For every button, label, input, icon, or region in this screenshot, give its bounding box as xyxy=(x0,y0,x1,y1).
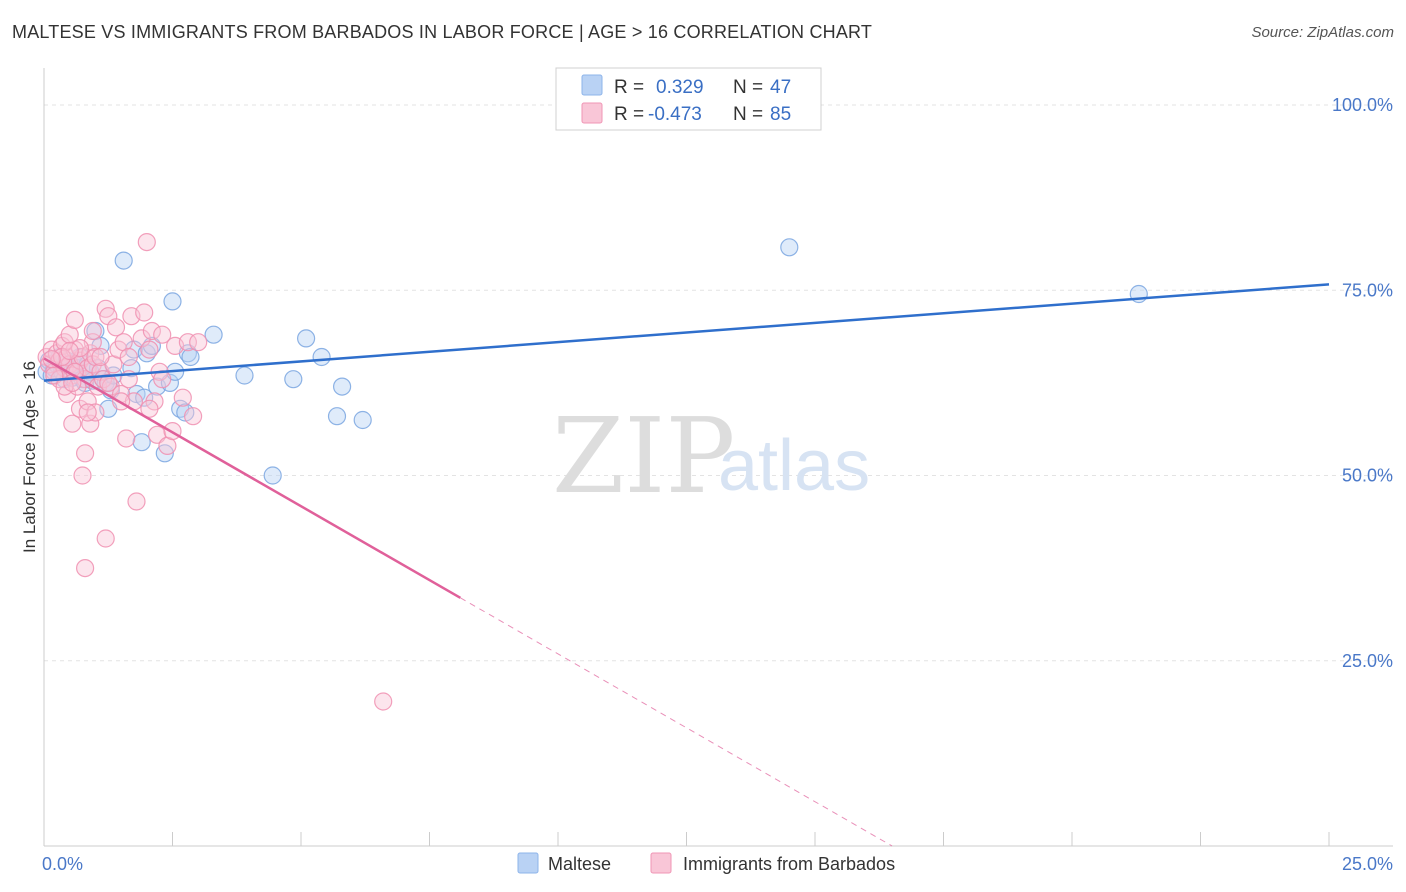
point-barbados xyxy=(60,341,79,361)
x-tick-label: 0.0% xyxy=(42,854,83,874)
legend-r-label-barbados: R = xyxy=(614,104,644,125)
point-barbados xyxy=(178,333,197,352)
legend-n-value-barbados: 85 xyxy=(770,104,791,125)
point-barbados xyxy=(119,347,138,367)
legend-r-label-maltese: R = xyxy=(614,77,644,98)
series-legend-label-barbados: Immigrants from Barbados xyxy=(683,854,895,874)
point-barbados xyxy=(65,310,84,329)
y-tick-label: 75.0% xyxy=(1342,280,1393,300)
x-tick-labels: 0.0% 25.0% xyxy=(42,854,1393,874)
legend-n-label-barbados: N = xyxy=(733,104,763,125)
point-maltese xyxy=(297,329,316,348)
legend-swatch-barbados xyxy=(581,102,603,124)
point-barbados xyxy=(81,414,100,433)
point-maltese xyxy=(284,370,303,389)
watermark-atlas: atlas xyxy=(718,426,870,506)
trend-line-maltese xyxy=(43,283,1330,382)
point-maltese xyxy=(122,359,141,378)
point-maltese xyxy=(155,444,174,463)
point-barbados xyxy=(96,529,115,548)
point-barbados xyxy=(86,403,105,422)
series-legend-swatch-maltese xyxy=(517,852,539,874)
trend-line-barbados xyxy=(43,357,461,599)
point-maltese xyxy=(780,238,799,257)
point-barbados xyxy=(148,425,167,444)
legend-r-value-maltese: 0.329 xyxy=(656,77,704,98)
point-barbados xyxy=(91,347,110,367)
point-barbados xyxy=(140,340,159,359)
point-maltese xyxy=(235,366,254,385)
chart-source: Source: ZipAtlas.com xyxy=(1251,24,1394,41)
point-maltese xyxy=(114,251,133,270)
watermark: ZIP atlas xyxy=(552,395,870,517)
y-tick-label: 25.0% xyxy=(1342,651,1393,671)
point-maltese xyxy=(135,388,154,407)
point-maltese xyxy=(204,325,223,344)
point-barbados xyxy=(96,299,115,318)
watermark-zip: ZIP xyxy=(552,395,735,517)
point-barbados xyxy=(83,355,102,374)
y-tick-label: 100.0% xyxy=(1332,95,1393,115)
x-axis-ticks xyxy=(172,832,1330,846)
point-barbados xyxy=(99,373,118,392)
legend-swatch-maltese xyxy=(581,74,603,96)
legend-n-value-maltese: 47 xyxy=(770,77,791,98)
point-maltese xyxy=(333,377,352,396)
point-maltese xyxy=(263,466,282,485)
point-barbados xyxy=(78,403,97,422)
series-legend-swatch-barbados xyxy=(650,852,672,874)
point-maltese xyxy=(163,292,182,311)
point-barbados xyxy=(127,492,146,511)
point-maltese xyxy=(312,347,331,367)
point-barbados xyxy=(106,318,126,337)
point-barbados xyxy=(374,692,393,711)
point-barbados xyxy=(189,333,208,352)
axes xyxy=(43,68,1393,847)
point-maltese xyxy=(132,433,151,452)
y-tick-label: 50.0% xyxy=(1342,466,1393,486)
point-barbados xyxy=(83,321,102,341)
series-legend: Maltese Immigrants from Barbados xyxy=(517,852,895,874)
legend-r-value-barbados: -0.473 xyxy=(648,104,702,125)
trend-line-barbados-dashed xyxy=(460,597,893,847)
point-barbados xyxy=(142,321,161,341)
series-legend-label-maltese: Maltese xyxy=(548,854,611,874)
y-axis-label: In Labor Force | Age > 16 xyxy=(20,361,39,553)
point-barbados xyxy=(57,384,77,404)
data-points xyxy=(37,233,1148,711)
point-barbados xyxy=(75,558,95,578)
point-barbados xyxy=(63,414,82,433)
point-maltese xyxy=(353,410,372,430)
point-barbados xyxy=(70,339,90,358)
y-tick-labels: 100.0% 75.0% 50.0% 25.0% xyxy=(1332,95,1393,671)
point-barbados xyxy=(184,407,203,426)
point-barbados xyxy=(153,325,172,344)
point-barbados xyxy=(140,399,159,418)
legend-n-label-maltese: N = xyxy=(733,77,763,98)
point-barbados xyxy=(73,466,92,485)
point-barbados xyxy=(75,444,95,463)
stats-legend: R = 0.329 N = 47 R = -0.473 N = 85 xyxy=(555,67,822,131)
point-maltese xyxy=(181,347,200,367)
trend-lines xyxy=(43,283,1330,847)
x-tick-label: 25.0% xyxy=(1342,854,1393,874)
chart-title: MALTESE VS IMMIGRANTS FROM BARBADOS IN L… xyxy=(12,22,873,42)
point-barbados xyxy=(42,350,61,369)
point-maltese xyxy=(327,407,347,426)
point-barbados xyxy=(117,429,136,448)
point-barbados xyxy=(135,303,154,322)
point-barbados xyxy=(173,388,192,407)
point-barbados xyxy=(137,233,156,252)
